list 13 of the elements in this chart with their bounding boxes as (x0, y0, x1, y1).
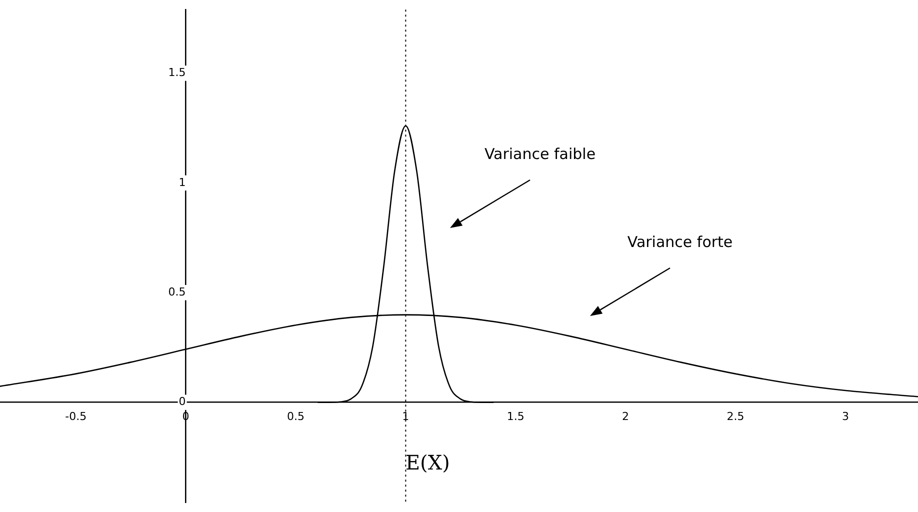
ref-line-label: E(X) (405, 450, 450, 475)
x-tick-label: -0.5 (65, 410, 87, 423)
annotation: Variance faible (484, 144, 596, 163)
y-tick-label: 0 (178, 395, 186, 408)
x-tick-label: 3 (842, 410, 849, 423)
x-tick-label: 2 (622, 410, 630, 423)
y-tick-label: 0.5 (168, 286, 186, 298)
x-tick-label: 2.5 (726, 410, 744, 423)
y-tick-label: 1 (178, 176, 186, 189)
annotation: Variance forte (627, 232, 733, 251)
x-tick-label: 0.5 (286, 410, 304, 423)
x-tick-label: 1.5 (506, 410, 524, 423)
y-tick-label: 1.5 (168, 66, 186, 80)
